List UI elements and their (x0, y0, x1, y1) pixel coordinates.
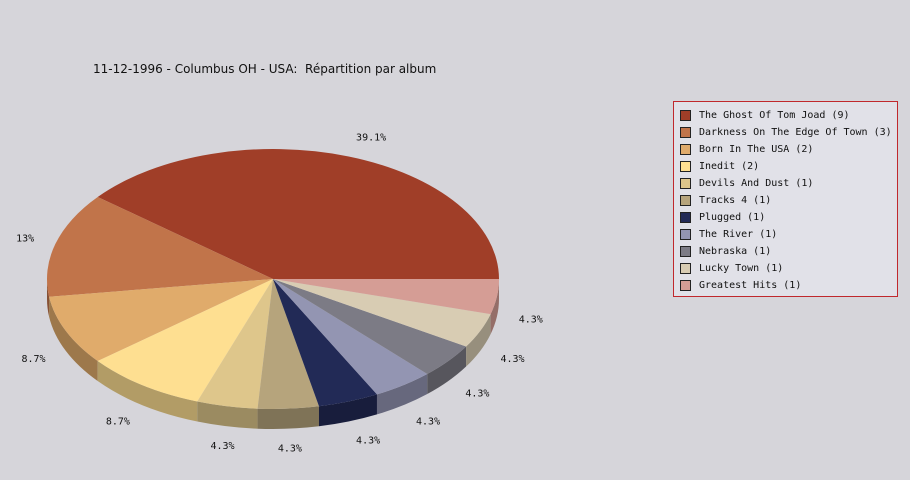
pie-side-6 (318, 394, 377, 427)
pie-slice-9 (273, 279, 491, 347)
legend-label: Greatest Hits (1) (699, 280, 802, 291)
legend-label: Born In The USA (2) (699, 144, 814, 155)
pie-side-5 (257, 406, 319, 429)
slice-percent-label-4: 4.3% (210, 441, 234, 452)
legend-label: Devils And Dust (1) (699, 178, 814, 189)
pie-slice-3 (97, 279, 274, 402)
slice-percent-label-1: 13% (16, 234, 34, 245)
pie-slice-6 (273, 279, 377, 407)
legend-swatch (680, 195, 691, 206)
legend-item: Nebraska (1) (680, 243, 897, 260)
legend-label: Lucky Town (1) (699, 263, 784, 274)
pie-side-4 (197, 401, 258, 429)
legend-item: Plugged (1) (680, 209, 897, 226)
pie-slice-0 (97, 149, 500, 279)
slice-percent-label-5: 4.3% (278, 444, 302, 455)
legend-label: Nebraska (1) (699, 246, 772, 257)
legend-swatch (680, 212, 691, 223)
legend-swatch (680, 144, 691, 155)
legend-swatch (680, 127, 691, 138)
legend-label: Inedit (2) (699, 161, 760, 172)
legend-swatch (680, 263, 691, 274)
slice-percent-label-7: 4.3% (416, 417, 440, 428)
legend-item: Greatest Hits (1) (680, 277, 897, 294)
pie-side-1 (47, 279, 50, 317)
legend-item: Lucky Town (1) (680, 260, 897, 277)
legend-label: Tracks 4 (1) (699, 195, 772, 206)
slice-percent-label-9: 4.3% (500, 354, 524, 365)
legend-swatch (680, 246, 691, 257)
pie-side-2 (49, 296, 98, 382)
slice-percent-label-8: 4.3% (465, 389, 489, 400)
legend-label: The River (1) (699, 229, 778, 240)
pie-side-9 (466, 314, 491, 367)
legend-item: Tracks 4 (1) (680, 192, 897, 209)
legend-item: The Ghost Of Tom Joad (9) (680, 107, 897, 124)
legend-item: Devils And Dust (1) (680, 175, 897, 192)
pie-side-10 (490, 279, 499, 335)
slice-percent-label-0: 39.1% (356, 133, 386, 144)
pie-side-3 (97, 361, 198, 422)
legend-label: Darkness On The Edge Of Town (3) (699, 127, 892, 138)
pie-slice-10 (273, 279, 499, 315)
pie-side-8 (427, 346, 467, 395)
legend-swatch (680, 110, 691, 121)
legend-swatch (680, 161, 691, 172)
legend-label: Plugged (1) (699, 212, 766, 223)
pie-side-7 (376, 374, 428, 415)
pie-slice-5 (257, 279, 319, 409)
legend-item: The River (1) (680, 226, 897, 243)
legend-swatch (680, 280, 691, 291)
legend-swatch (680, 178, 691, 189)
legend-item: Born In The USA (2) (680, 141, 897, 158)
pie-slice-1 (47, 196, 274, 297)
chart-title: 11-12-1996 - Columbus OH - USA: Répartit… (93, 62, 437, 76)
legend-item: Inedit (2) (680, 158, 897, 175)
pie-slice-8 (273, 279, 467, 375)
slice-percent-label-10: 4.3% (519, 314, 543, 325)
legend-swatch (680, 229, 691, 240)
legend-item: Darkness On The Edge Of Town (3) (680, 124, 897, 141)
pie-slice-2 (49, 279, 273, 362)
slice-percent-label-6: 4.3% (356, 435, 380, 446)
pie-slice-7 (273, 279, 428, 395)
chart-legend: The Ghost Of Tom Joad (9) Darkness On The… (673, 101, 898, 297)
pie-slice-4 (197, 279, 273, 409)
slice-percent-label-2: 8.7% (21, 354, 45, 365)
slice-percent-label-3: 8.7% (106, 417, 130, 428)
legend-label: The Ghost Of Tom Joad (9) (699, 110, 850, 121)
